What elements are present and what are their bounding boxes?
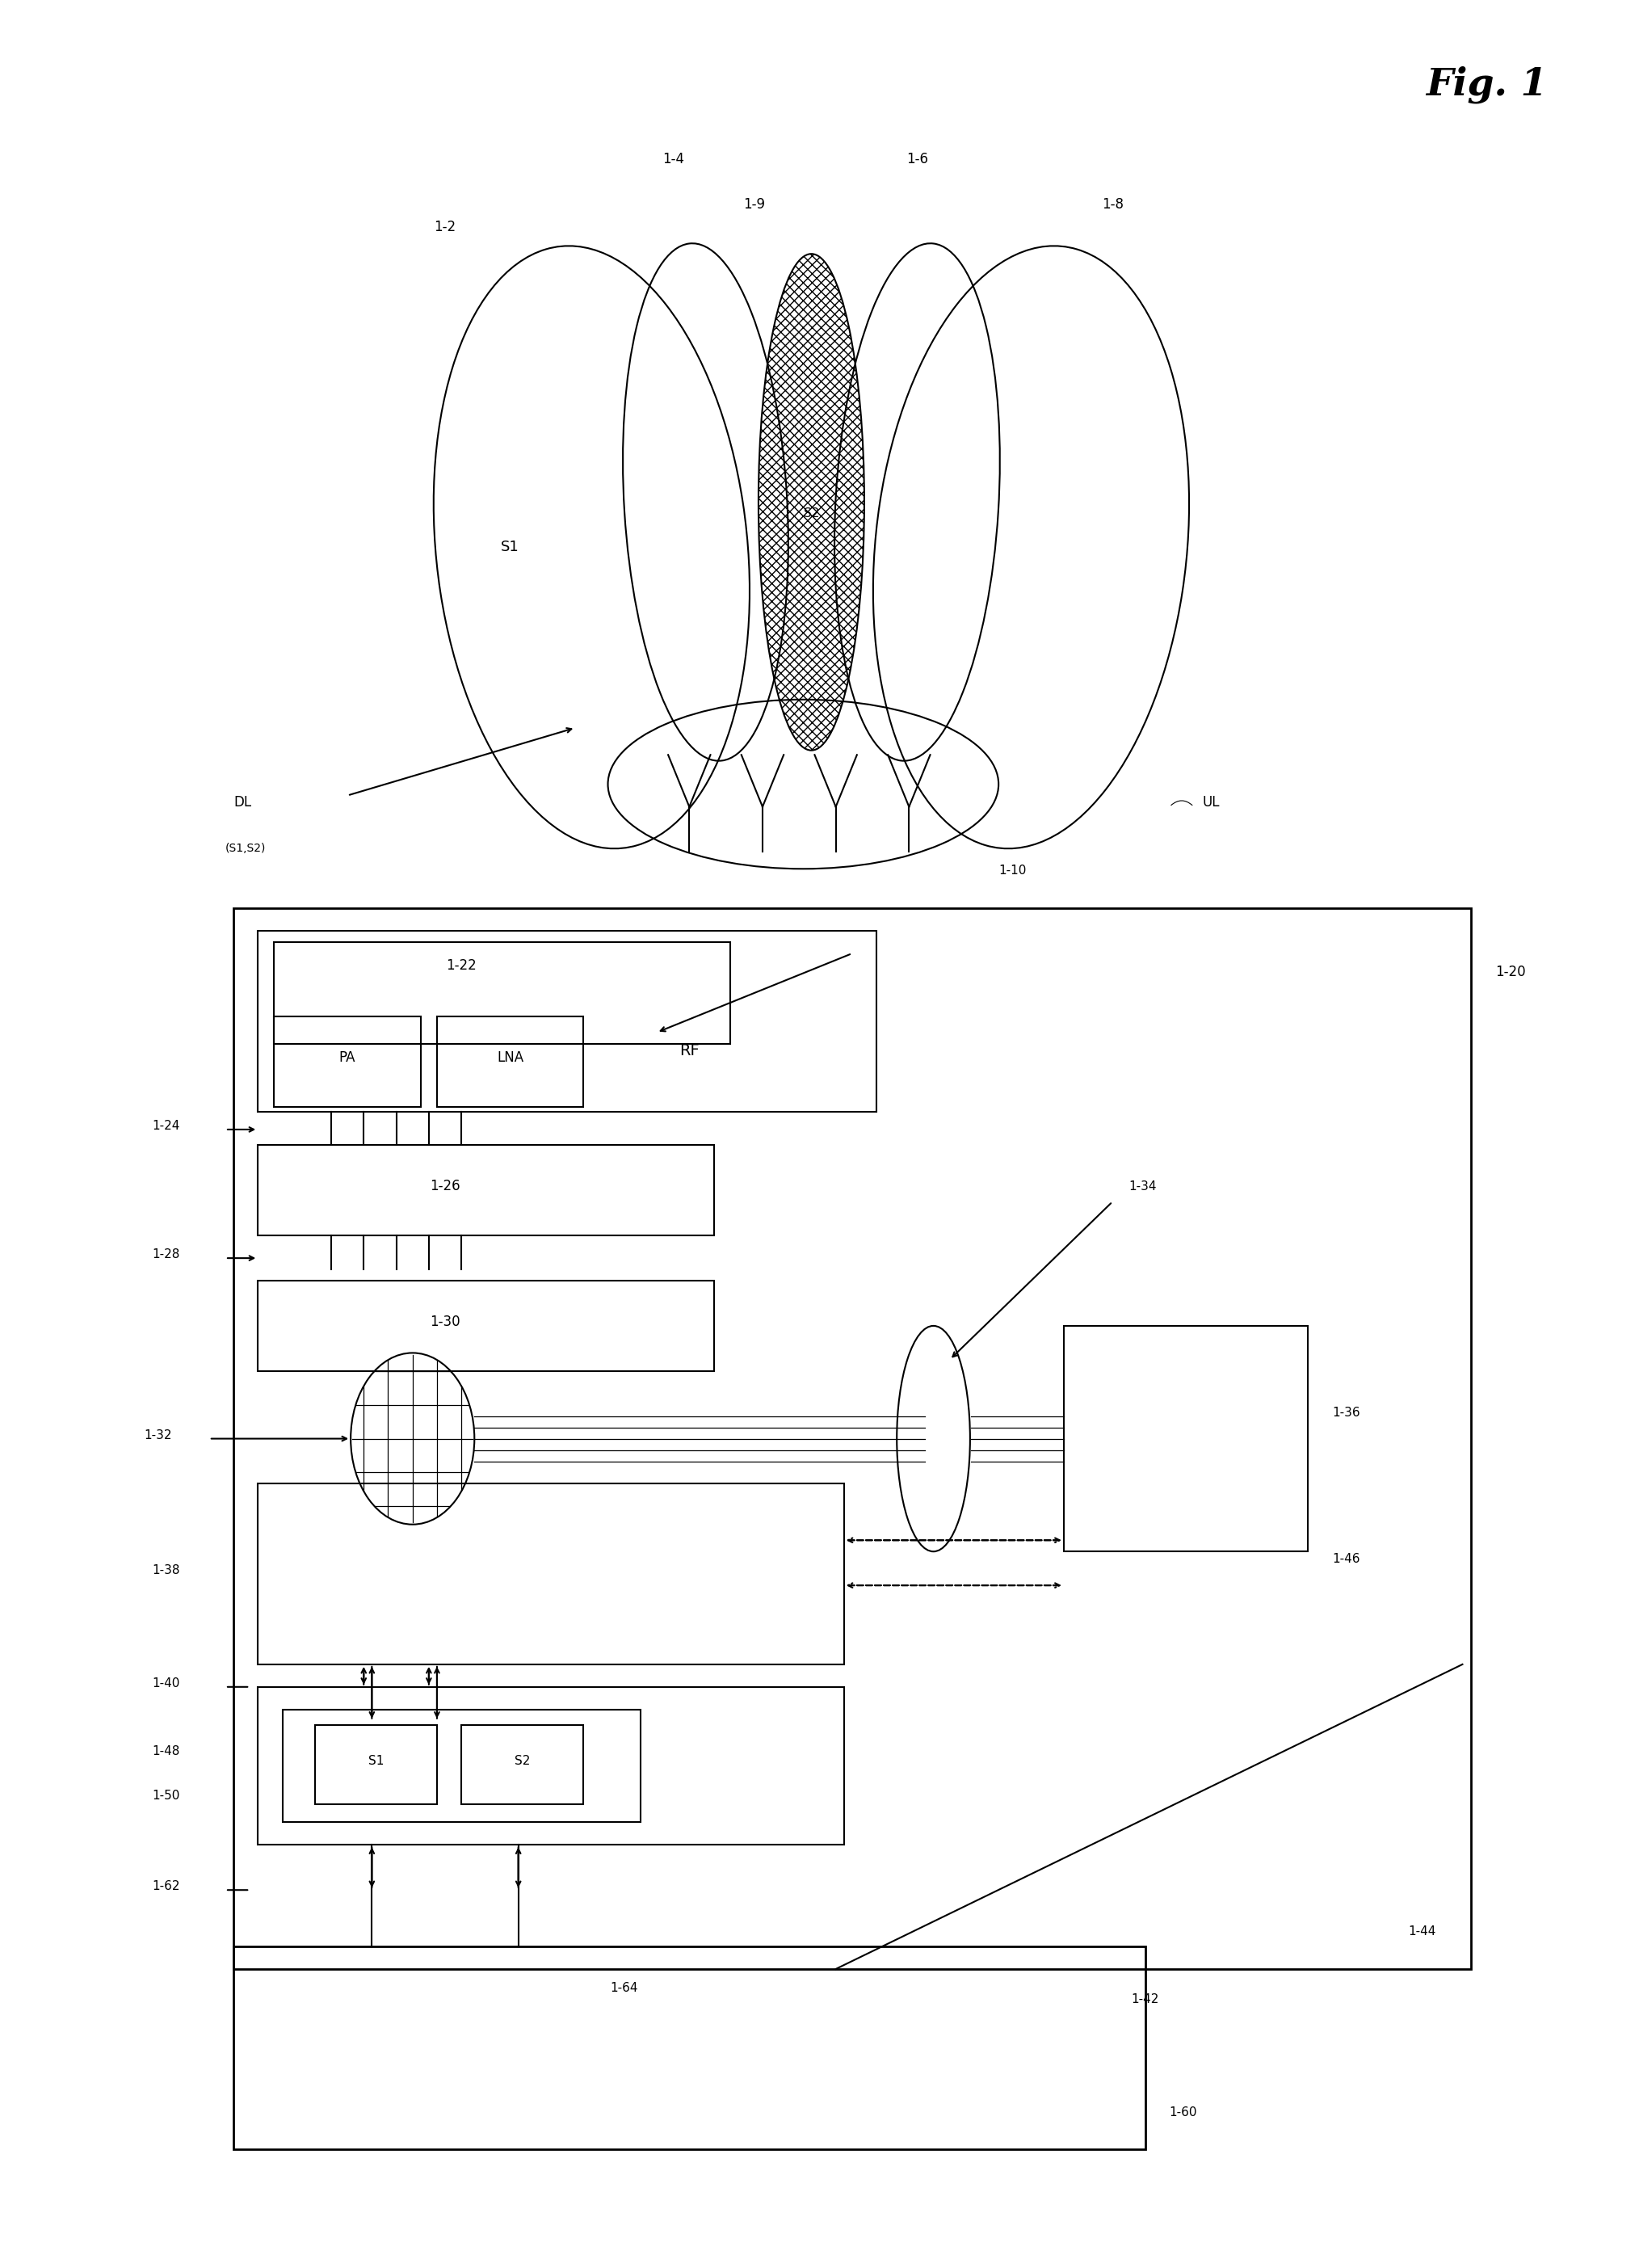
Text: 1-42: 1-42 (1131, 1994, 1159, 2005)
Text: 1-50: 1-50 (152, 1789, 180, 1803)
Text: 1-20: 1-20 (1495, 964, 1526, 980)
Text: 1-24: 1-24 (152, 1120, 180, 1132)
Text: 1-8: 1-8 (1101, 197, 1123, 211)
Text: 1-10: 1-10 (998, 864, 1026, 878)
Text: 1-32: 1-32 (144, 1429, 172, 1440)
Text: LNA: LNA (497, 1050, 523, 1066)
Text: 1-60: 1-60 (1170, 2107, 1198, 2118)
Text: S1: S1 (369, 1755, 384, 1767)
Text: 1-30: 1-30 (429, 1315, 461, 1329)
Text: 1-46: 1-46 (1333, 1554, 1360, 1565)
Text: S2: S2 (803, 508, 820, 519)
Text: 1-34: 1-34 (1129, 1182, 1157, 1193)
Text: 1-26: 1-26 (429, 1179, 461, 1193)
Text: 1-40: 1-40 (152, 1678, 180, 1690)
Text: 1-9: 1-9 (744, 197, 765, 211)
Text: DL: DL (233, 796, 251, 810)
Text: 1-28: 1-28 (152, 1247, 180, 1261)
Text: (S1,S2): (S1,S2) (225, 844, 266, 855)
Text: 1-6: 1-6 (906, 152, 928, 168)
Text: 1-62: 1-62 (152, 1880, 180, 1892)
Text: Fig. 1: Fig. 1 (1426, 66, 1547, 104)
Text: S1: S1 (502, 540, 520, 553)
Text: 1-22: 1-22 (446, 957, 477, 973)
Text: UL: UL (1201, 796, 1219, 810)
Text: RF: RF (679, 1043, 700, 1059)
Text: S2: S2 (515, 1755, 531, 1767)
Text: PA: PA (339, 1050, 356, 1066)
Text: 1-4: 1-4 (662, 152, 683, 168)
Text: 1-36: 1-36 (1333, 1406, 1360, 1418)
Text: 1-38: 1-38 (152, 1565, 180, 1576)
Text: 1-48: 1-48 (152, 1744, 180, 1758)
Text: 1-44: 1-44 (1408, 1926, 1436, 1937)
Text: 1-2: 1-2 (434, 220, 456, 234)
Text: 1-64: 1-64 (610, 1982, 638, 1994)
